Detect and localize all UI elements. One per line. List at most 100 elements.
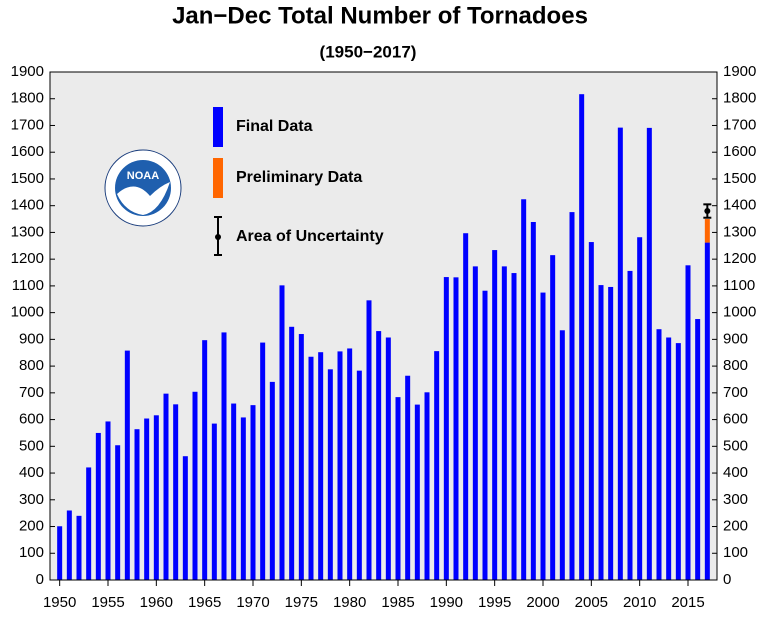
bar <box>192 391 198 580</box>
bar <box>173 404 179 580</box>
y-tick-label: 900 <box>19 330 44 347</box>
y-tick-label: 1000 <box>11 304 44 321</box>
bar <box>695 319 701 580</box>
bar <box>550 255 556 580</box>
bar <box>153 415 159 580</box>
bar <box>86 467 92 580</box>
bar <box>472 266 478 580</box>
y-tick-label: 1400 <box>11 197 44 214</box>
bar <box>347 348 353 580</box>
y-tick-label: 400 <box>19 464 44 481</box>
bar <box>240 417 246 580</box>
y-tick-label: 800 <box>19 357 44 374</box>
bar <box>202 340 208 580</box>
x-tick-label: 1965 <box>188 594 221 611</box>
y2-tick-label: 1200 <box>723 250 756 267</box>
bar <box>105 421 111 580</box>
bar <box>579 94 585 580</box>
bar <box>279 285 285 580</box>
y2-tick-label: 300 <box>723 491 748 508</box>
y-tick-label: 200 <box>19 517 44 534</box>
bar <box>704 242 710 580</box>
bar <box>540 292 546 580</box>
y-tick-label: 700 <box>19 384 44 401</box>
y-tick-label: 1900 <box>11 63 44 80</box>
legend-error-icon <box>215 234 221 240</box>
bar <box>482 290 488 580</box>
x-tick-label: 1975 <box>285 594 318 611</box>
legend-label: Preliminary Data <box>236 169 362 186</box>
bar <box>617 127 623 580</box>
bar <box>376 331 382 580</box>
bar <box>463 233 469 581</box>
bar <box>385 337 391 580</box>
y2-tick-label: 100 <box>723 544 748 561</box>
bar <box>356 370 362 580</box>
bar <box>211 423 217 580</box>
bar <box>704 219 710 243</box>
x-tick-label: 2015 <box>671 594 704 611</box>
bar <box>66 510 72 580</box>
bar <box>231 403 237 580</box>
y2-tick-label: 1400 <box>723 197 756 214</box>
bar <box>414 404 420 580</box>
bar <box>646 127 652 580</box>
bar <box>501 266 507 580</box>
x-tick-label: 1955 <box>91 594 124 611</box>
y2-tick-label: 1800 <box>723 90 756 107</box>
x-tick-label: 1950 <box>43 594 76 611</box>
y2-tick-label: 1300 <box>723 223 756 240</box>
bar <box>569 212 575 580</box>
y-tick-label: 1800 <box>11 90 44 107</box>
x-tick-label: 1985 <box>381 594 414 611</box>
bar <box>453 277 459 580</box>
logo-text: NOAA <box>127 170 159 182</box>
x-tick-label: 2010 <box>623 594 656 611</box>
y2-tick-label: 1100 <box>723 277 755 294</box>
chart-title: Jan−Dec Total Number of Tornadoes <box>172 2 588 29</box>
y2-tick-label: 800 <box>723 357 748 374</box>
bar <box>115 445 121 580</box>
y-tick-label: 1100 <box>12 277 44 294</box>
bar <box>366 300 372 580</box>
bar <box>511 273 517 580</box>
bar <box>269 381 275 580</box>
bar <box>598 285 604 580</box>
x-tick-label: 2000 <box>526 594 559 611</box>
y-tick-label: 600 <box>19 411 44 428</box>
y2-tick-label: 0 <box>723 571 731 588</box>
bar <box>337 351 343 580</box>
legend-swatch <box>213 158 223 198</box>
bar <box>608 286 614 580</box>
bar <box>57 526 63 580</box>
bar <box>685 265 691 580</box>
y2-tick-label: 1900 <box>723 63 756 80</box>
y2-tick-label: 600 <box>723 411 748 428</box>
legend-swatch <box>213 107 223 147</box>
bar <box>221 332 227 580</box>
x-tick-label: 2005 <box>575 594 608 611</box>
bar <box>627 270 633 580</box>
bar <box>530 221 536 580</box>
y-tick-label: 1200 <box>11 250 44 267</box>
y2-tick-label: 1600 <box>723 143 756 160</box>
y-tick-label: 1700 <box>11 116 44 133</box>
bar <box>298 334 304 580</box>
bar <box>182 456 188 580</box>
bar <box>656 329 662 580</box>
bar <box>95 432 101 580</box>
x-tick-label: 1960 <box>140 594 173 611</box>
y2-tick-label: 1000 <box>723 304 756 321</box>
x-tick-label: 1970 <box>236 594 269 611</box>
bar <box>559 330 565 580</box>
y-tick-label: 500 <box>19 437 44 454</box>
bar <box>395 397 401 580</box>
y2-tick-label: 200 <box>723 517 748 534</box>
y2-tick-label: 700 <box>723 384 748 401</box>
bar <box>250 405 256 580</box>
y2-tick-label: 900 <box>723 330 748 347</box>
y2-tick-label: 1500 <box>723 170 756 187</box>
legend-label: Area of Uncertainty <box>236 228 384 245</box>
bar <box>637 237 643 580</box>
